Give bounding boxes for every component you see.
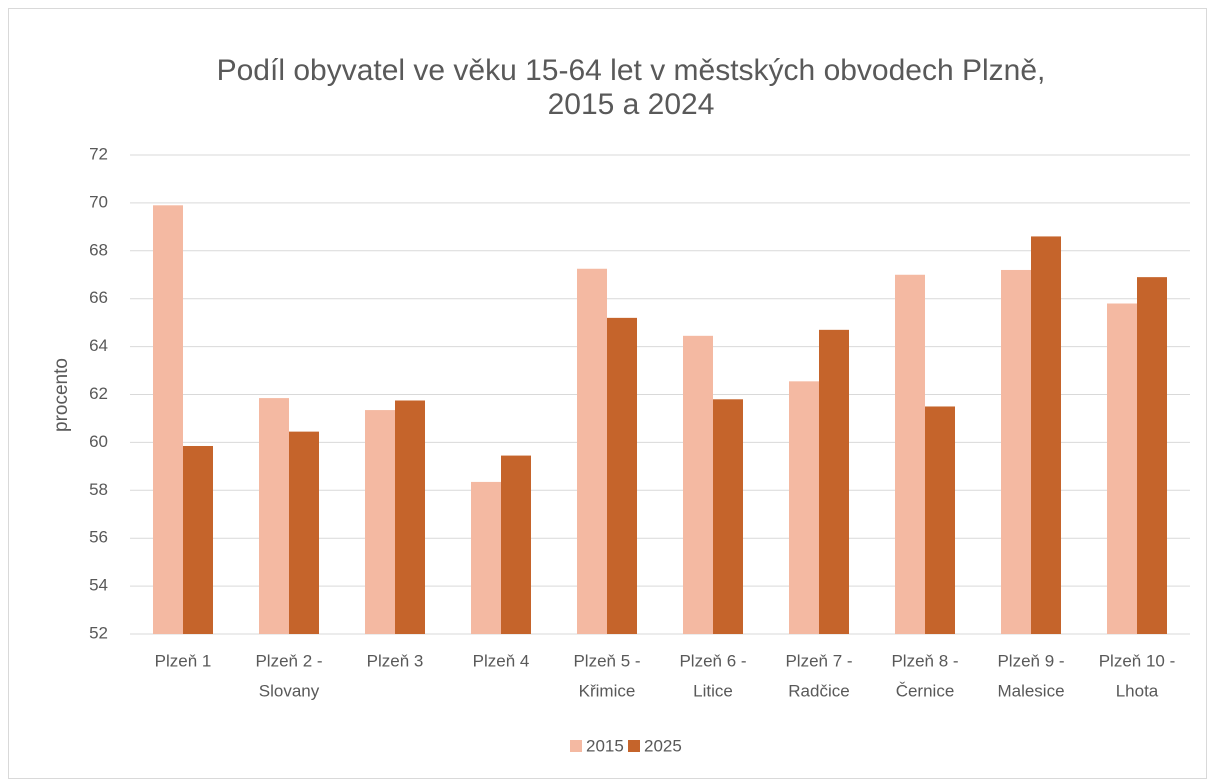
- x-tick-label: Plzeň 5 -: [573, 651, 640, 670]
- y-tick-label: 72: [89, 144, 108, 163]
- bar: [1031, 236, 1061, 634]
- y-tick-label: 58: [89, 480, 108, 499]
- bar: [819, 329, 849, 634]
- bar: [1137, 277, 1167, 634]
- x-tick-label: Malesice: [997, 681, 1064, 700]
- chart-title: 2015 a 2024: [548, 88, 715, 121]
- x-tick-label: Radčice: [788, 681, 849, 700]
- bar: [607, 317, 637, 634]
- chart-title: Podíl obyvatel ve věku 15-64 let v městs…: [217, 54, 1046, 87]
- bar: [577, 268, 607, 634]
- x-tick-label: Slovany: [259, 681, 320, 700]
- bar: [713, 399, 743, 634]
- x-tick-label: Plzeň 8 -: [891, 651, 958, 670]
- legend-label: 2015: [586, 736, 624, 755]
- bar: [1107, 303, 1137, 634]
- x-tick-label: Plzeň 6 -: [679, 651, 746, 670]
- x-tick-label: Plzeň 1: [155, 651, 212, 670]
- x-tick-label: Plzeň 10 -: [1099, 651, 1176, 670]
- bar: [683, 335, 713, 634]
- x-tick-label: Křimice: [579, 681, 636, 700]
- bar: [289, 431, 319, 634]
- y-tick-label: 54: [89, 576, 108, 595]
- y-tick-label: 52: [89, 623, 108, 642]
- x-tick-label: Plzeň 7 -: [785, 651, 852, 670]
- y-axis-label: procento: [51, 358, 72, 432]
- bar: [365, 410, 395, 634]
- x-tick-label: Černice: [896, 681, 955, 700]
- legend-swatch: [570, 740, 582, 752]
- legend-swatch: [628, 740, 640, 752]
- legend-label: 2025: [644, 736, 682, 755]
- y-tick-label: 68: [89, 240, 108, 259]
- x-tick-label: Plzeň 2 -: [255, 651, 322, 670]
- bar: [925, 406, 955, 634]
- y-tick-label: 60: [89, 432, 108, 451]
- y-tick-label: 66: [89, 288, 108, 307]
- y-tick-label: 70: [89, 192, 108, 211]
- x-tick-label: Plzeň 9 -: [997, 651, 1064, 670]
- y-tick-label: 56: [89, 528, 108, 547]
- bar: [501, 455, 531, 634]
- y-tick-label: 62: [89, 384, 108, 403]
- y-tick-label: 64: [89, 336, 108, 355]
- bar: [895, 274, 925, 634]
- x-tick-label: Litice: [693, 681, 733, 700]
- bar: [259, 398, 289, 634]
- x-tick-label: Plzeň 4: [473, 651, 530, 670]
- x-tick-label: Lhota: [1116, 681, 1159, 700]
- bar: [471, 481, 501, 634]
- bar: [395, 400, 425, 634]
- bar: [153, 205, 183, 635]
- x-tick-label: Plzeň 3: [367, 651, 424, 670]
- bar: [1001, 269, 1031, 634]
- bar: [183, 445, 213, 634]
- bar: [789, 381, 819, 634]
